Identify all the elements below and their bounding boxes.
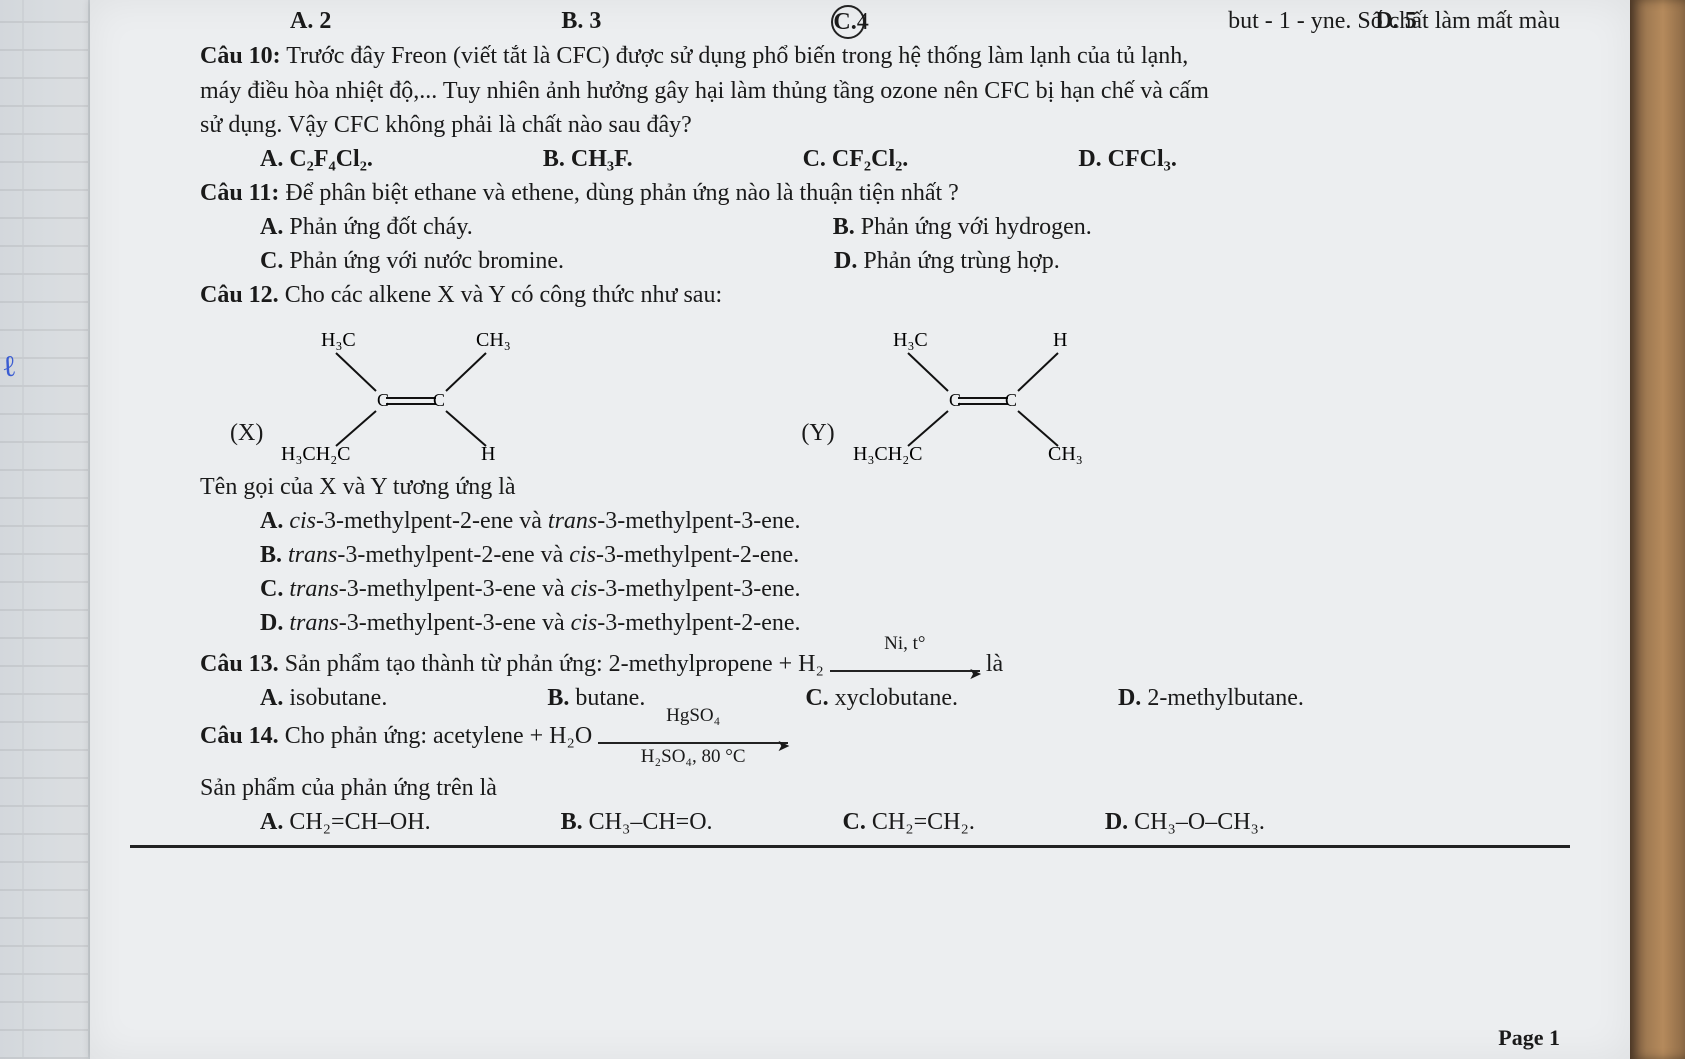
q10-text1: Trước đây Freon (viết tắt là CFC) được s… <box>286 43 1188 69</box>
q13-after: là <box>986 651 1003 677</box>
q14-options: A. CH₂=CH–OH. B. CH₃–CH=O. C. CH₂=CH₂. D… <box>130 805 1570 839</box>
sx-bl: H₃CH₂C <box>281 443 351 465</box>
desk-edge <box>1630 0 1685 1059</box>
struct-x-wrap: (X) H₃C CH₃ C C H₃CH₂C H <box>230 318 541 468</box>
q10-d: D. CFCl₃. <box>1078 142 1177 176</box>
opt-c-label: C. <box>833 9 856 35</box>
struct-y-svg: H₃C H C C H₃CH₂C CH₃ <box>853 318 1113 468</box>
q13-label: Câu 13. <box>200 651 279 677</box>
margin-scribble: ℓ <box>1 350 17 385</box>
q12-text: Cho các alkene X và Y có công thức như s… <box>285 282 722 308</box>
q14-arrow-bot: H₂SO₄, 80 °C <box>598 744 788 771</box>
q11-row1: A. A. Phản ứng đốt cháy.Phản ứng đốt chá… <box>130 210 1570 244</box>
struct-x-label: (X) <box>230 416 263 468</box>
q13: Câu 13. Sản phẩm tạo thành từ phản ứng: … <box>130 647 1570 681</box>
q11: Câu 11: Để phân biệt ethane và ethene, d… <box>130 176 1570 210</box>
q10-label: Câu 10: <box>200 43 281 69</box>
q10-c: C. CF₂Cl₂. <box>803 142 909 176</box>
sx-tl: H₃C <box>321 329 356 351</box>
q14-stem: Sản phẩm của phản ứng trên là <box>130 771 1570 805</box>
sx-rc: C <box>433 390 445 410</box>
opt-c-value: 4 <box>857 9 869 35</box>
q11-b: B. Phản ứng với hydrogen. <box>833 210 1092 244</box>
q10-text3: sử dụng. Vậy CFC không phải là chất nào … <box>130 108 1570 142</box>
q10-options: A. C₂F₄Cl₂. B. CH₃F. C. CF₂Cl₂. D. CFCl₃… <box>130 142 1570 176</box>
q13-c: C. xyclobutane. <box>805 681 958 715</box>
q10: Câu 10: Trước đây Freon (viết tắt là CFC… <box>130 39 1570 73</box>
sy-tl: H₃C <box>893 329 928 351</box>
q11-label: Câu 11: <box>200 180 279 206</box>
q12-b: B. trans-3-methylpent-2-ene và cis-3-met… <box>130 538 1570 572</box>
q11-d: D. Phản ứng trùng hợp. <box>834 244 1060 278</box>
q11-row2: C. Phản ứng với nước bromine. D. Phản ứn… <box>130 244 1570 278</box>
sx-br: H <box>481 443 495 465</box>
q13-options: A. isobutane. B. butane. C. xyclobutane.… <box>130 681 1570 715</box>
q14-arrow-top: HgSO₄ <box>598 703 788 730</box>
q13-arrow-top: Ni, t° <box>830 631 980 658</box>
q14-c: C. CH₂=CH₂. <box>843 805 975 839</box>
sy-tr: H <box>1053 329 1067 351</box>
q10-text2: máy điều hòa nhiệt độ,... Tuy nhiên ảnh … <box>130 74 1570 108</box>
q14: Câu 14. Cho phản ứng: acetylene + H₂O Hg… <box>130 719 1570 753</box>
q12-label: Câu 12. <box>200 282 279 308</box>
bottom-rule <box>130 845 1570 848</box>
q14-b: B. CH₃–CH=O. <box>561 805 713 839</box>
q12: Câu 12. Cho các alkene X và Y có công th… <box>130 278 1570 312</box>
q10-a: A. C₂F₄Cl₂. <box>260 142 373 176</box>
q12-stem: Tên gọi của X và Y tương ứng là <box>130 470 1570 504</box>
q13-before: Sản phẩm tạo thành từ phản ứng: 2-methyl… <box>285 651 830 677</box>
q14-a: A. CH₂=CH–OH. <box>260 805 431 839</box>
q14-d: D. CH₃–O–CH₃. <box>1105 805 1265 839</box>
q13-a: A. isobutane. <box>260 681 387 715</box>
q14-arrow: HgSO₄ ➤ H₂SO₄, 80 °C <box>598 730 788 744</box>
q11-c: C. Phản ứng với nước bromine. <box>260 244 564 278</box>
sy-br: CH₃ <box>1048 443 1083 465</box>
q13-d: D. 2-methylbutane. <box>1118 681 1304 715</box>
q14-label: Câu 14. <box>200 723 279 749</box>
struct-y-wrap: (Y) H₃C H C C H₃CH₂C CH₃ <box>801 318 1112 468</box>
q12-c: C. trans-3-methylpent-3-ene và cis-3-met… <box>130 572 1570 606</box>
exam-page: but - 1 - yne. Số chất làm mất màu A. 2 … <box>90 0 1630 1059</box>
q10-b: B. CH₃F. <box>543 142 633 176</box>
sx-lc: C <box>377 390 389 410</box>
q12-a: A. cis-3-methylpent-2-ene và trans-3-met… <box>130 504 1570 538</box>
sy-bl: H₃CH₂C <box>853 443 923 465</box>
circled-answer: C.4 <box>831 5 865 39</box>
q13-arrow: Ni, t° ➤ <box>830 658 980 672</box>
q12-structures: (X) H₃C CH₃ C C H₃CH₂C H (Y) <box>130 312 1570 470</box>
q11-a: A. A. Phản ứng đốt cháy.Phản ứng đốt chá… <box>260 210 473 244</box>
notebook-spiral <box>0 0 90 1059</box>
opt-a: A. 2 <box>290 4 331 39</box>
opt-b: B. 3 <box>561 4 601 39</box>
struct-y-label: (Y) <box>801 416 834 468</box>
struct-x-svg: H₃C CH₃ C C H₃CH₂C H <box>281 318 541 468</box>
q11-text: Để phân biệt ethane và ethene, dùng phản… <box>285 180 958 206</box>
page-footer: Page 1 <box>1498 1022 1560 1053</box>
sy-rc: C <box>1005 390 1017 410</box>
opt-c: C.4 <box>831 4 865 39</box>
sx-tr: CH₃ <box>476 329 511 351</box>
sy-lc: C <box>949 390 961 410</box>
q14-text: Cho phản ứng: acetylene + H₂O <box>285 723 599 749</box>
top-fragment: but - 1 - yne. Số chất làm mất màu <box>1228 4 1560 38</box>
